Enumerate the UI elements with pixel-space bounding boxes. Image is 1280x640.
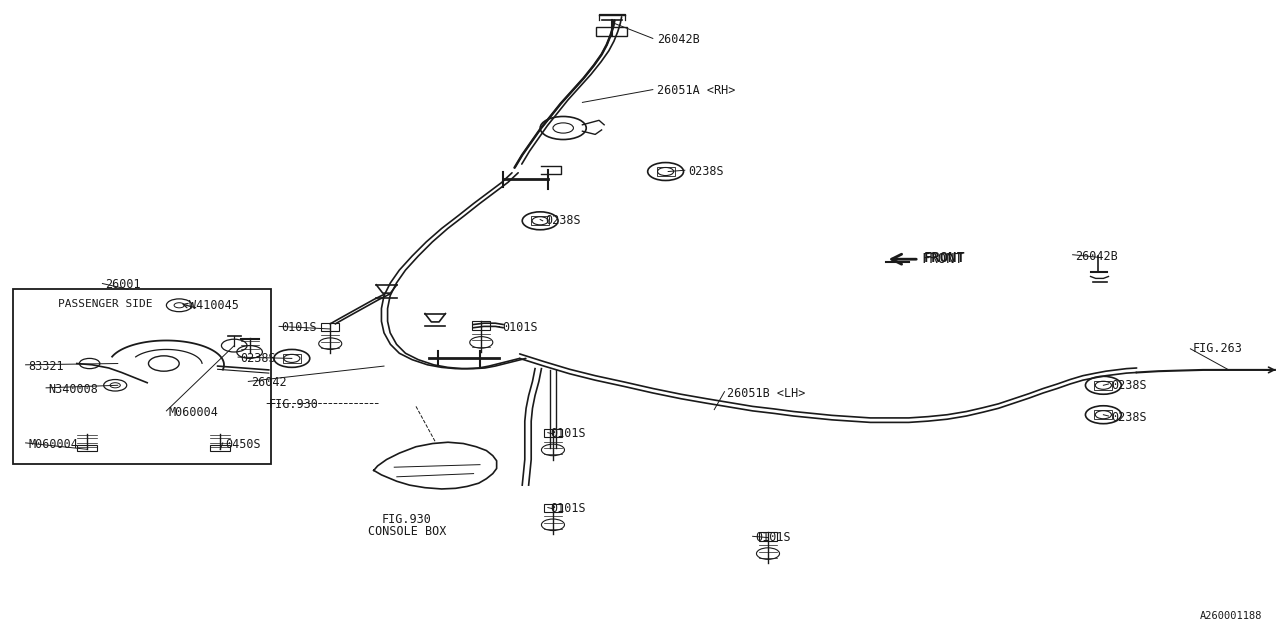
Bar — [472, 321, 490, 330]
Bar — [657, 167, 675, 176]
Text: A260001188: A260001188 — [1199, 611, 1262, 621]
Text: FIG.930: FIG.930 — [269, 398, 319, 411]
Text: 26042: 26042 — [251, 376, 287, 389]
Text: 0101S: 0101S — [755, 531, 791, 544]
Text: 0238S: 0238S — [689, 165, 724, 178]
Bar — [13, 289, 271, 464]
Text: M060004: M060004 — [169, 406, 219, 419]
Text: 0238S: 0238S — [241, 352, 276, 365]
Bar — [1094, 410, 1112, 419]
Text: M060004: M060004 — [28, 438, 78, 451]
Text: PASSENGER SIDE: PASSENGER SIDE — [58, 299, 152, 309]
Text: FRONT: FRONT — [922, 252, 964, 266]
Text: 26051A <RH>: 26051A <RH> — [657, 84, 735, 97]
Bar — [321, 323, 339, 331]
Bar — [1094, 381, 1112, 390]
Bar — [596, 27, 627, 36]
Bar — [759, 532, 777, 541]
Bar — [210, 445, 230, 451]
Text: 26001: 26001 — [105, 278, 141, 291]
Text: 0101S: 0101S — [550, 502, 586, 515]
Text: 0238S: 0238S — [1111, 379, 1147, 392]
Bar — [544, 429, 562, 437]
Text: 26051B <LH>: 26051B <LH> — [727, 387, 805, 400]
Bar — [283, 354, 301, 363]
Bar — [77, 445, 97, 451]
Text: 26042B: 26042B — [1075, 250, 1117, 262]
Text: 26042B: 26042B — [657, 33, 699, 46]
Text: 0101S: 0101S — [282, 321, 317, 334]
Text: 0450S: 0450S — [225, 438, 261, 451]
Text: CONSOLE BOX: CONSOLE BOX — [367, 525, 447, 538]
Text: FIG.263: FIG.263 — [1193, 342, 1243, 355]
Text: 83321: 83321 — [28, 360, 64, 372]
Text: 0238S: 0238S — [1111, 411, 1147, 424]
Text: FIG.930: FIG.930 — [383, 513, 431, 526]
Text: 0101S: 0101S — [502, 321, 538, 334]
Text: 0238S: 0238S — [545, 214, 581, 227]
Bar — [544, 504, 562, 512]
Bar — [531, 216, 549, 225]
Text: 0101S: 0101S — [550, 428, 586, 440]
Text: N340008: N340008 — [49, 383, 99, 396]
Text: W410045: W410045 — [189, 300, 239, 312]
Text: FRONT: FRONT — [924, 251, 966, 265]
